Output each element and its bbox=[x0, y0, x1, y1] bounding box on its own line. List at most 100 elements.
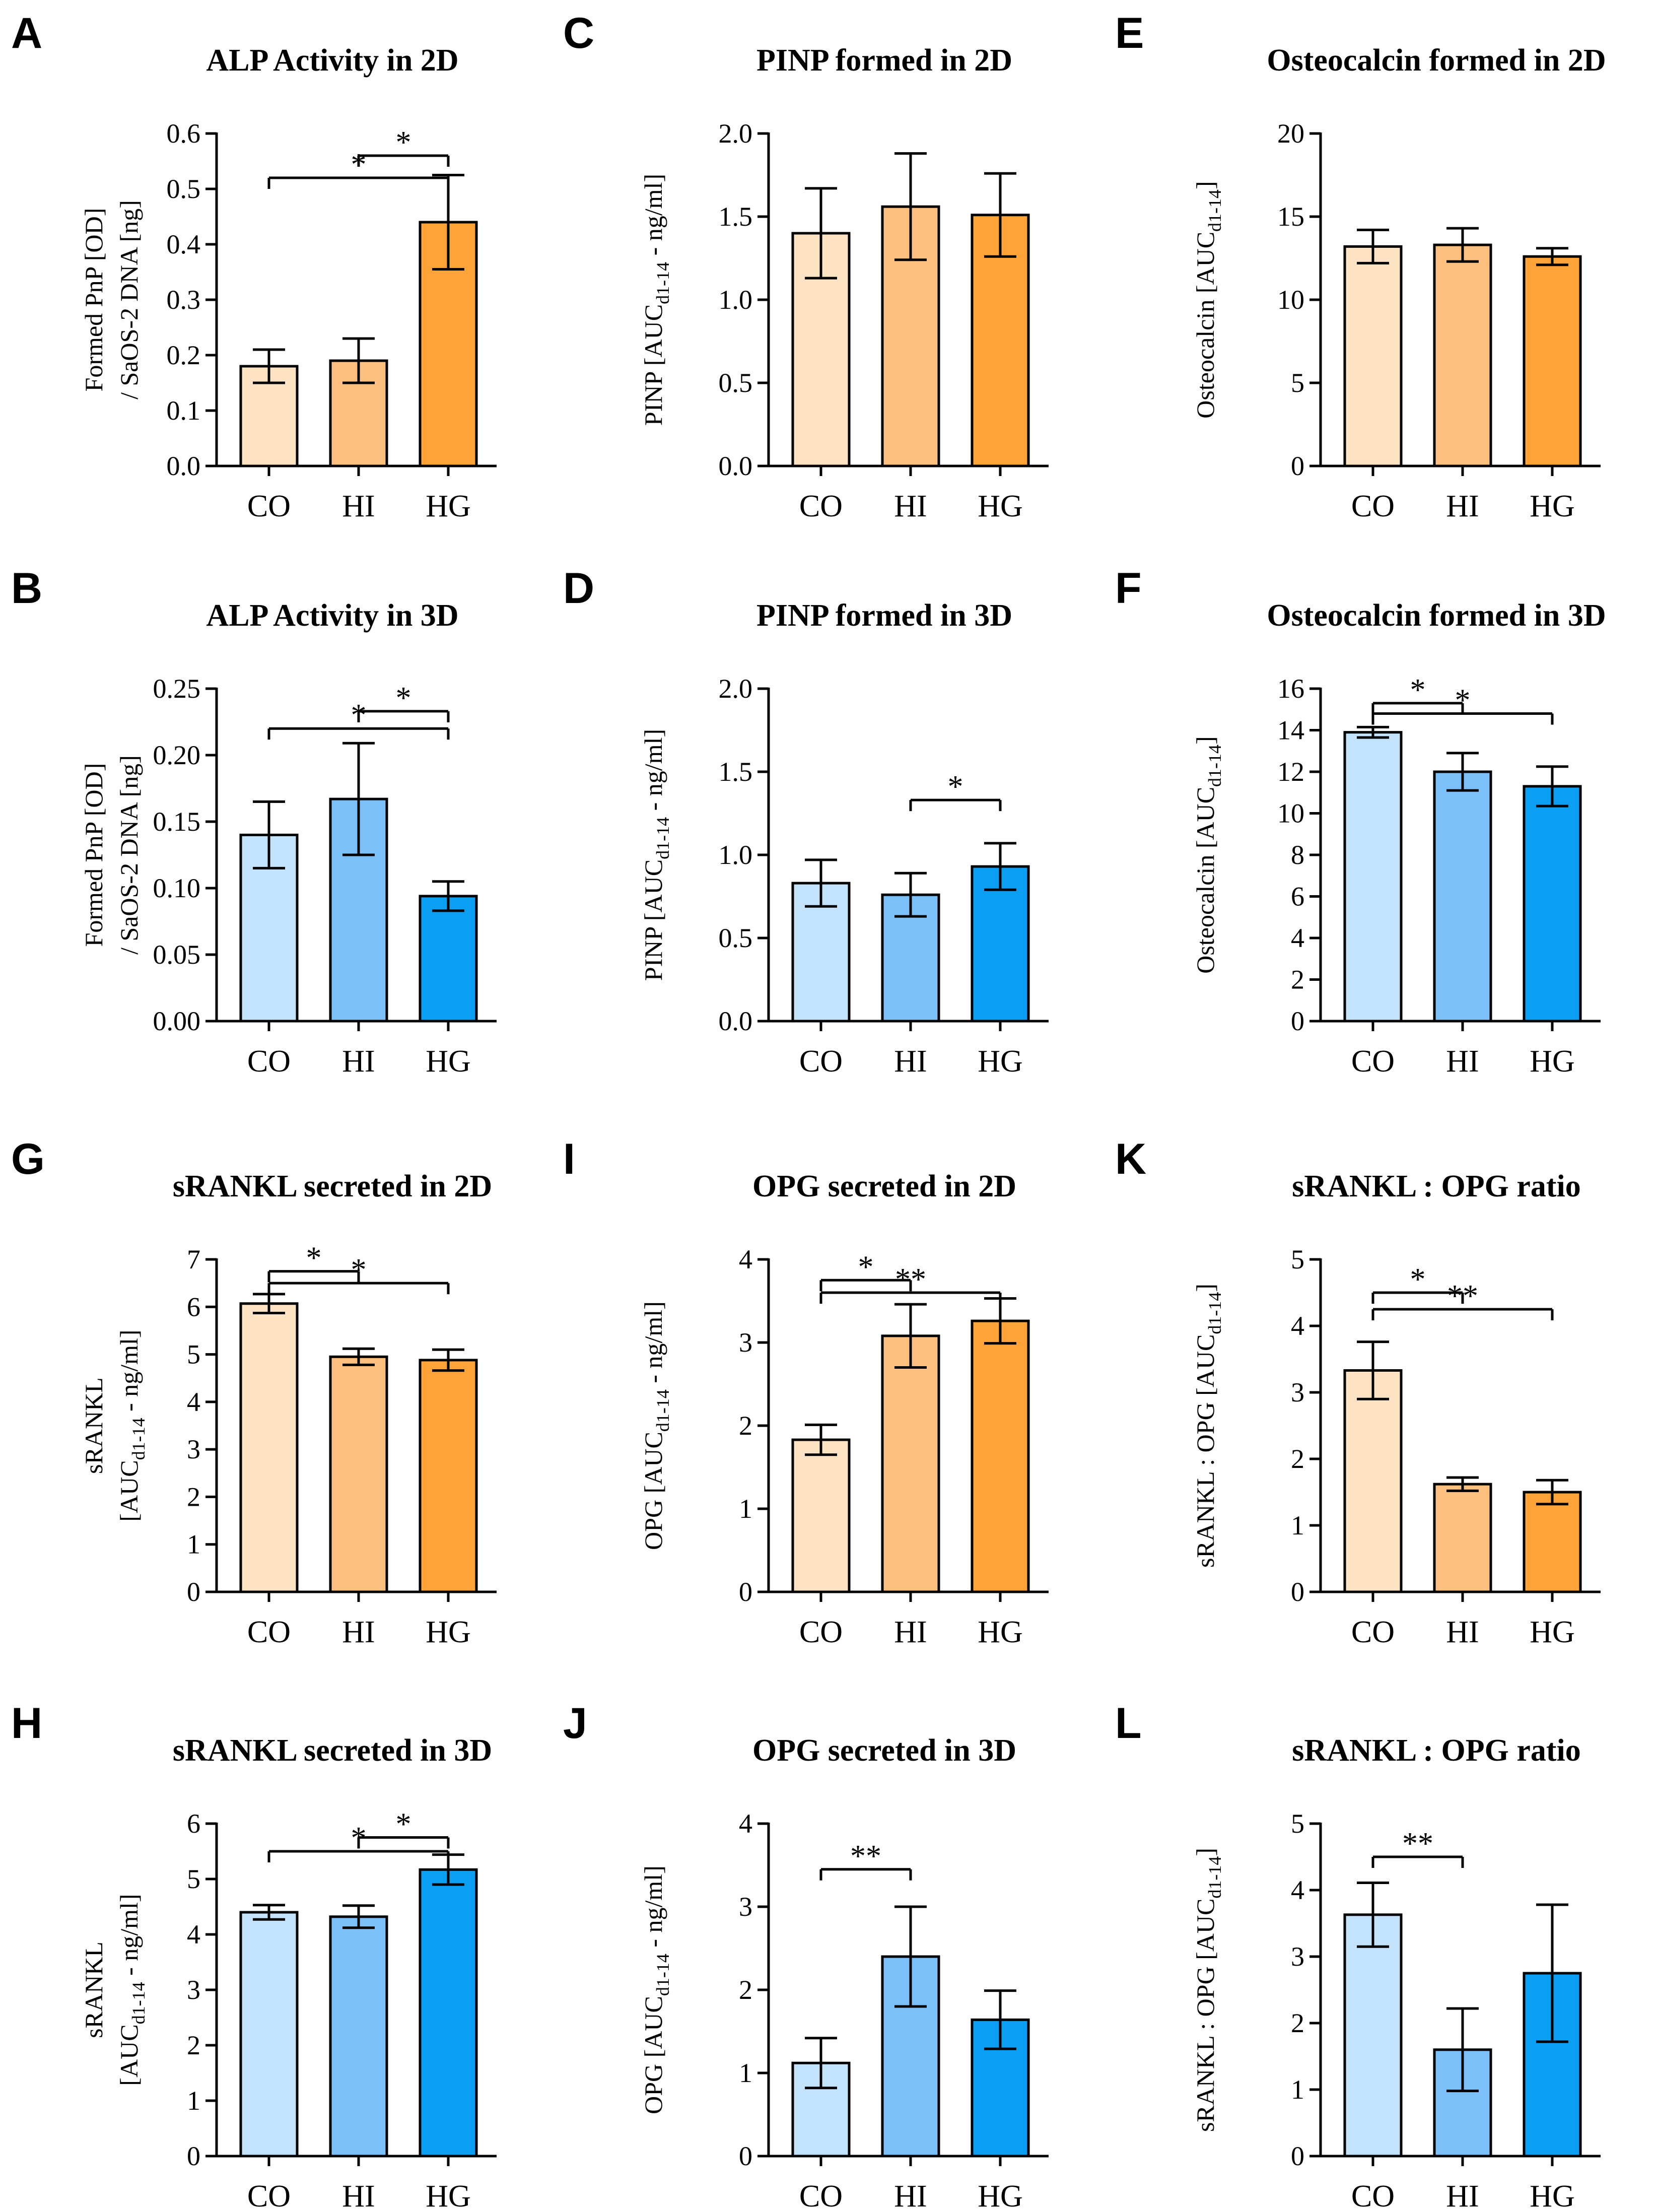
panel-title: Osteocalcin formed in 2D bbox=[1267, 43, 1606, 78]
y-label-subscript: d1-14 bbox=[1205, 1292, 1225, 1334]
y-tick-label: 0.4 bbox=[167, 229, 201, 259]
bar-hi bbox=[881, 1334, 940, 1593]
x-category-label: HG bbox=[978, 1044, 1023, 1079]
y-tick-label: 0.10 bbox=[153, 873, 201, 903]
y-tick-label: 10 bbox=[1277, 798, 1304, 829]
y-tick-label: 6 bbox=[1291, 882, 1304, 912]
panel-e: E Osteocalcin formed in 2D Osteocalcin [AU… bbox=[1115, 9, 1606, 523]
y-axis-label-line: Osteocalcin [AUCd1-14] bbox=[1191, 736, 1225, 973]
y-axis-label: Formed PnP [OD] / SaOS-2 DNA [ng] bbox=[80, 200, 143, 399]
y-tick-label: 3 bbox=[187, 1434, 200, 1464]
y-label-main: OPG [AUC bbox=[639, 1432, 667, 1550]
y-axis-label-line: sRANKL : OPG [AUCd1-14] bbox=[1191, 1284, 1225, 1568]
y-tick-label: 1.0 bbox=[719, 285, 753, 315]
y-tick-label: 2.0 bbox=[719, 674, 753, 704]
bar-co bbox=[1343, 245, 1403, 467]
x-category-label: CO bbox=[247, 2179, 291, 2212]
y-tick-label: 1.5 bbox=[719, 202, 753, 232]
bar-co bbox=[1343, 731, 1403, 1023]
y-axis-label-line: Osteocalcin [AUCd1-14] bbox=[1191, 181, 1225, 418]
x-category-label: HI bbox=[342, 1615, 375, 1649]
y-tick-label: 0.25 bbox=[153, 674, 201, 704]
x-category-label: CO bbox=[799, 1044, 843, 1079]
y-label-subscript: d1-14 bbox=[128, 1982, 149, 2024]
y-label-subscript: d1-14 bbox=[653, 1954, 673, 1996]
y-axis-label: sRANKL[AUCd1-14 - ng/ml] bbox=[80, 1329, 149, 1521]
y-tick-label: 2 bbox=[1291, 2008, 1304, 2038]
y-tick-label: 0.6 bbox=[167, 118, 201, 149]
y-label-end: - ng/ml] bbox=[639, 1301, 667, 1389]
y-tick-label: 10 bbox=[1277, 285, 1304, 315]
y-tick-label: 1 bbox=[739, 2058, 752, 2088]
y-tick-label: 16 bbox=[1277, 674, 1304, 704]
x-category-label: HI bbox=[1446, 1044, 1479, 1079]
x-category-label: HI bbox=[1446, 1615, 1479, 1649]
y-tick-label: 0 bbox=[1291, 451, 1304, 481]
y-tick-label: 6 bbox=[187, 1292, 200, 1322]
panel-letter: G bbox=[11, 1135, 45, 1183]
panel-letter: C bbox=[563, 9, 594, 57]
significance-label: ** bbox=[850, 1839, 881, 1873]
y-tick-label: 3 bbox=[739, 1327, 752, 1358]
y-label-subscript: d1-14 bbox=[1205, 1856, 1225, 1899]
panel-title: PINP formed in 3D bbox=[756, 598, 1012, 633]
panel-title: sRANKL secreted in 3D bbox=[173, 1733, 492, 1768]
x-category-label: HI bbox=[894, 2179, 927, 2212]
y-tick-label: 0.5 bbox=[719, 368, 753, 398]
y-tick-label: 4 bbox=[1291, 1875, 1304, 1905]
y-label-subscript: d1-14 bbox=[653, 817, 673, 859]
panel-b: B ALP Activity in 3D Formed PnP [OD] / SaOS… bbox=[11, 564, 497, 1079]
y-label-end: - ng/ml] bbox=[639, 174, 667, 262]
x-category-label: HI bbox=[894, 489, 927, 523]
x-category-label: HI bbox=[342, 1044, 375, 1079]
y-tick-label: 0.05 bbox=[153, 940, 201, 970]
significance-label: ** bbox=[1447, 1279, 1478, 1313]
y-axis-label: Formed PnP [OD] / SaOS-2 DNA [ng] bbox=[80, 755, 143, 955]
bar-hg bbox=[419, 1868, 478, 2158]
y-tick-label: 0.0 bbox=[719, 1006, 753, 1036]
y-label-subscript: d1-14 bbox=[653, 262, 673, 304]
y-label-main: sRANKL : OPG [AUC bbox=[1191, 1899, 1219, 2132]
y-label-end: ] bbox=[1191, 1848, 1219, 1856]
y-axis-label: OPG [AUCd1-14 - ng/ml] bbox=[639, 1865, 673, 2114]
y-label-subscript: d1-14 bbox=[1205, 189, 1225, 232]
y-tick-label: 2 bbox=[1291, 1444, 1304, 1474]
y-tick-label: 0 bbox=[187, 2141, 200, 2171]
y-axis-label-line: / SaOS-2 DNA [ng] bbox=[115, 200, 143, 399]
y-tick-label: 0.2 bbox=[167, 340, 201, 370]
y-tick-label: 5 bbox=[1291, 1244, 1304, 1275]
significance-label: * bbox=[351, 148, 367, 182]
y-tick-label: 14 bbox=[1277, 715, 1304, 746]
x-category-label: HG bbox=[426, 2179, 471, 2212]
y-axis-label-line: Formed PnP [OD] bbox=[80, 763, 108, 947]
bar-hi bbox=[1433, 770, 1492, 1023]
panel-c: C PINP formed in 2D PINP [AUCd1-14 - ng/ml… bbox=[563, 9, 1049, 523]
bar-hg bbox=[419, 1359, 478, 1593]
y-axis-label: Osteocalcin [AUCd1-14] bbox=[1191, 181, 1225, 418]
y-axis-label-line: sRANKL bbox=[80, 1941, 108, 2038]
y-tick-label: 0.0 bbox=[719, 451, 753, 481]
significance-label: * bbox=[396, 125, 411, 160]
y-tick-label: 0.15 bbox=[153, 807, 201, 837]
panel-letter: B bbox=[11, 564, 42, 613]
y-axis-label: sRANKL : OPG [AUCd1-14] bbox=[1191, 1848, 1225, 2132]
y-tick-label: 0 bbox=[739, 1577, 752, 1607]
y-tick-label: 2 bbox=[1291, 965, 1304, 995]
y-tick-label: 0.3 bbox=[167, 285, 201, 315]
panel-title: sRANKL : OPG ratio bbox=[1292, 1733, 1580, 1768]
x-category-label: HI bbox=[1446, 489, 1479, 523]
panel-letter: D bbox=[563, 564, 594, 613]
x-category-label: HI bbox=[342, 489, 375, 523]
panel-letter: E bbox=[1115, 9, 1144, 57]
y-tick-label: 0.00 bbox=[153, 1006, 201, 1036]
y-label-main: Osteocalcin [AUC bbox=[1191, 787, 1219, 974]
y-axis-label: PINP [AUCd1-14 - ng/ml] bbox=[639, 729, 673, 981]
panel-title: OPG secreted in 2D bbox=[752, 1169, 1016, 1203]
y-tick-label: 1 bbox=[739, 1494, 752, 1524]
y-tick-label: 3 bbox=[739, 1892, 752, 1922]
panel-d: D PINP formed in 3D PINP [AUCd1-14 - ng/ml… bbox=[563, 564, 1049, 1079]
